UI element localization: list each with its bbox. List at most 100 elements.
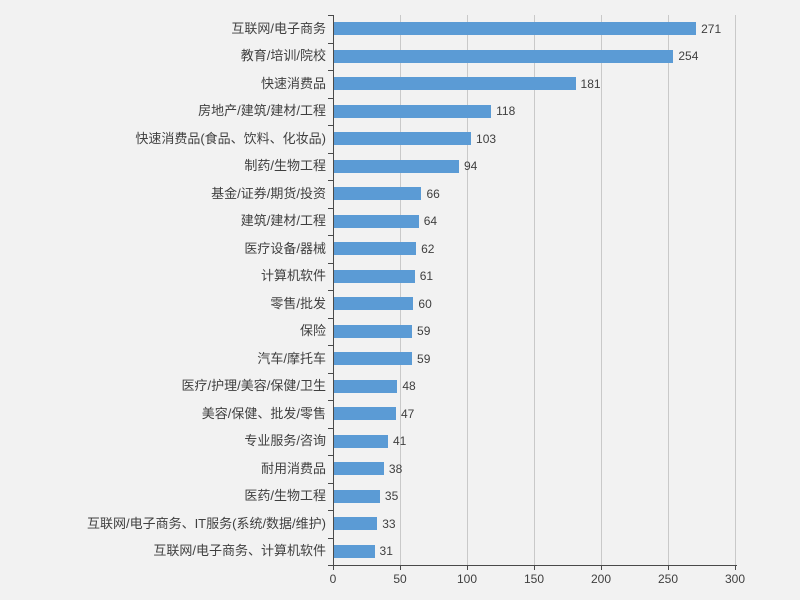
category-label: 基金/证券/期货/投资 xyxy=(211,185,326,201)
bar-value-label: 64 xyxy=(423,214,438,229)
y-axis-tick xyxy=(328,70,333,71)
bar-value-label: 118 xyxy=(496,104,516,119)
category-label: 医药/生物工程 xyxy=(244,488,326,504)
y-axis-tick xyxy=(328,537,333,539)
bar-value-label: 61 xyxy=(419,269,434,284)
y-axis-tick xyxy=(328,317,333,319)
bar-value-label: 94 xyxy=(463,159,478,174)
y-axis-tick xyxy=(328,482,333,484)
x-axis-tick-label: 50 xyxy=(393,572,407,586)
bar xyxy=(333,462,384,476)
category-label: 快速消费品(食品、饮料、化妆品) xyxy=(135,130,326,146)
y-axis-tick xyxy=(328,510,333,511)
bar-value-label: 31 xyxy=(379,544,393,559)
gridline xyxy=(400,15,401,565)
x-axis-tick xyxy=(534,566,535,570)
bar-value-label: 41 xyxy=(392,434,407,449)
bar-value-label: 271 xyxy=(701,21,722,36)
y-axis-tick xyxy=(328,235,333,236)
gridline xyxy=(534,15,535,565)
y-axis-tick xyxy=(328,125,333,126)
y-axis-tick xyxy=(328,97,333,99)
category-label: 制药/生物工程 xyxy=(244,158,326,174)
category-label: 美容/保健、批发/零售 xyxy=(201,405,326,421)
category-label: 互联网/电子商务、计算机软件 xyxy=(153,543,326,559)
bar xyxy=(333,22,697,36)
y-axis-tick xyxy=(328,152,333,154)
x-axis-tick-label: 100 xyxy=(456,572,478,586)
bar xyxy=(333,379,398,393)
bar xyxy=(333,49,674,63)
category-axis-line xyxy=(333,15,334,565)
category-label: 计算机软件 xyxy=(260,268,326,284)
gridline xyxy=(601,15,602,565)
category-label: 专业服务/咨询 xyxy=(244,433,326,449)
bar xyxy=(333,159,459,173)
bar xyxy=(333,544,375,558)
bar xyxy=(333,434,388,448)
bar xyxy=(333,77,576,91)
category-label: 保险 xyxy=(299,323,326,339)
bar xyxy=(333,132,472,146)
y-axis-tick xyxy=(328,427,333,429)
x-axis-tick xyxy=(735,566,736,570)
category-label: 耐用消费品 xyxy=(260,460,326,476)
y-axis-tick xyxy=(328,400,333,401)
y-axis-tick xyxy=(328,180,333,181)
bar-value-label: 103 xyxy=(476,131,497,146)
y-axis-tick xyxy=(328,372,333,374)
x-axis-tick-label: 300 xyxy=(724,572,746,586)
x-axis-tick-label: 250 xyxy=(657,572,679,586)
y-axis-tick xyxy=(328,262,333,264)
bar xyxy=(333,187,422,201)
bar xyxy=(333,214,419,228)
bar xyxy=(333,297,414,311)
bar xyxy=(333,324,413,338)
bar xyxy=(333,242,417,256)
x-axis-tick xyxy=(668,566,669,570)
x-axis-tick xyxy=(333,566,334,570)
y-axis-tick xyxy=(328,207,333,209)
y-axis-tick xyxy=(328,345,333,346)
category-label: 快速消费品 xyxy=(260,75,326,91)
bar xyxy=(333,517,378,531)
bar-value-label: 38 xyxy=(388,461,403,476)
bar-value-label: 33 xyxy=(382,516,396,531)
x-axis-tick xyxy=(467,566,468,570)
gridline xyxy=(668,15,669,565)
x-axis-tick-label: 200 xyxy=(590,572,612,586)
gridline xyxy=(735,15,736,565)
bar-value-label: 47 xyxy=(400,406,415,421)
y-axis-tick xyxy=(328,42,333,44)
category-label: 医疗设备/器械 xyxy=(244,240,326,256)
category-label: 房地产/建筑/建材/工程 xyxy=(198,103,326,119)
gridline xyxy=(467,15,468,565)
bar xyxy=(333,104,492,118)
x-axis-tick-label: 0 xyxy=(329,572,337,586)
category-label: 建筑/建材/工程 xyxy=(240,213,326,229)
bar-value-label: 62 xyxy=(421,241,435,256)
y-axis-tick xyxy=(328,455,333,456)
bar-value-label: 181 xyxy=(580,76,601,91)
bar-value-label: 59 xyxy=(417,351,431,366)
y-axis-tick xyxy=(328,290,333,291)
y-axis-tick xyxy=(328,15,333,16)
bar xyxy=(333,352,413,366)
category-label: 互联网/电子商务 xyxy=(231,20,326,36)
bar-value-label: 59 xyxy=(417,324,431,339)
category-label: 医疗/护理/美容/保健/卫生 xyxy=(181,378,326,394)
bar xyxy=(333,489,380,503)
value-axis-line xyxy=(328,565,737,566)
category-label: 教育/培训/院校 xyxy=(240,48,326,64)
bar-value-label: 254 xyxy=(678,49,699,64)
bar-value-label: 48 xyxy=(402,379,416,394)
category-label: 互联网/电子商务、IT服务(系统/数据/维护) xyxy=(86,515,326,531)
x-axis-tick-label: 150 xyxy=(523,572,545,586)
bar-value-label: 60 xyxy=(418,296,432,311)
x-axis-tick xyxy=(400,566,401,570)
bar-value-label: 35 xyxy=(384,489,399,504)
category-label: 汽车/摩托车 xyxy=(257,350,326,366)
category-label: 零售/批发 xyxy=(270,295,326,311)
bar xyxy=(333,269,415,283)
